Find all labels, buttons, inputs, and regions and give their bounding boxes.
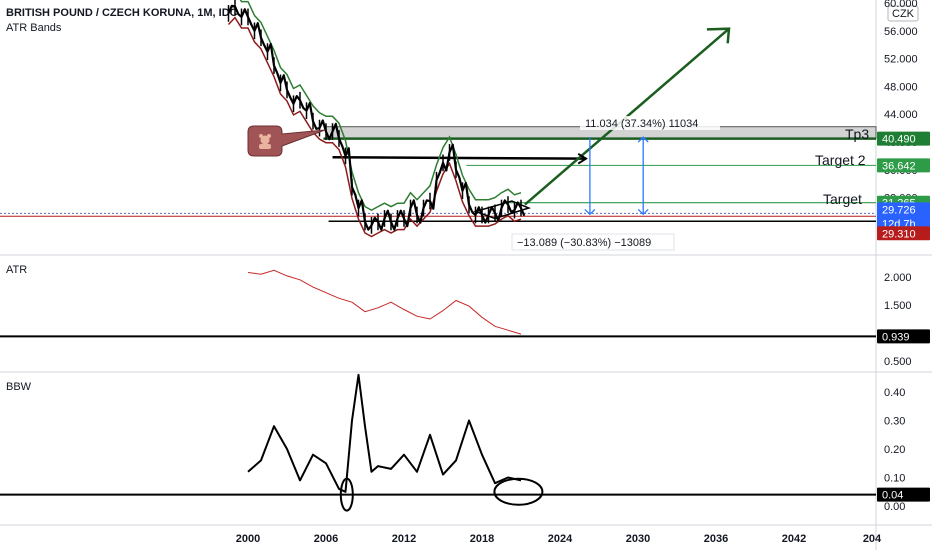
bbw-tick-label: 0.30 [884,416,905,428]
svg-text:−13.089 (−30.83%) −13089: −13.089 (−30.83%) −13089 [517,237,651,249]
target-label: Target [823,191,862,207]
price-axis[interactable]: 60.00056.00052.00048.00044.00040.00036.0… [884,0,918,205]
resistance-arrow-icon [577,152,588,165]
atr-tick-label: 0.500 [884,356,912,368]
callout-bubble[interactable] [247,125,326,157]
svg-text:36.642: 36.642 [882,160,916,172]
price-badge: 40.490 [877,131,930,146]
measure-down-label: −13.089 (−30.83%) −13089 [511,233,675,251]
arrow-down-icon [584,208,596,216]
svg-text:0.04: 0.04 [882,490,903,502]
svg-text:40.490: 40.490 [882,134,916,146]
indicator-atr-bands-label: ATR Bands [6,22,62,34]
target2-label: Target 2 [815,152,866,168]
measure-up-label: 11.034 (37.34%) 11034 [580,116,720,130]
time-tick-label: 2036 [704,533,728,545]
chart-title: BRITISH POUND / CZECH KORUNA, 1M, IDC [6,7,238,19]
atr-band-lower [227,16,522,238]
bbw-tick-label: 0.00 [884,501,905,513]
price-series [227,0,526,234]
resistance-line [332,156,587,160]
arrow-down-icon [637,208,649,216]
triangle-pattern[interactable] [473,200,532,220]
price-line [227,4,526,231]
bbw-series-line [247,373,522,493]
price-tick-label: 60.000 [884,0,918,10]
price-badge: 0.04 [877,487,930,502]
time-tick-label: 2012 [392,533,416,545]
atr-axis[interactable]: 2.000 1.500 0.500 [884,272,912,368]
time-axis[interactable]: 2000 2006 2012 2018 2024 2030 2036 2042 204 [236,533,882,545]
price-levels [0,137,876,222]
atr-line [0,269,876,338]
time-tick-label: 2000 [236,533,260,545]
svg-text:29.726: 29.726 [882,204,916,216]
atr-band-upper [239,0,522,211]
time-tick-label: 2030 [626,533,650,545]
bbw-tick-label: 0.40 [884,387,905,399]
price-badge: 0.939 [877,329,930,344]
bbw-axis[interactable]: 0.40 0.30 0.20 0.10 0.00 [884,387,905,513]
currency-badge[interactable]: CZK [887,5,919,22]
time-tick-label: 2018 [470,533,494,545]
arrow-up-icon [637,136,649,143]
bbw-squeeze-circle[interactable] [339,477,354,512]
price-tick-label: 48.000 [884,81,918,93]
atr-tick-label: 2.000 [884,272,912,284]
atr-series-line [247,269,522,335]
bbw-tick-label: 0.20 [884,444,905,456]
atr-bands [227,0,522,238]
bbw-line [0,373,876,512]
price-badge: 29.310 [877,226,930,241]
svg-text:11.034 (37.34%) 11034: 11.034 (37.34%) 11034 [585,118,698,130]
time-tick-label: 2024 [548,533,573,545]
arrow-head-icon [706,27,731,44]
time-tick-label: 2042 [782,533,806,545]
svg-text:CZK: CZK [892,8,915,20]
price-tick-label: 56.000 [884,26,918,38]
price-tick-label: 44.000 [884,109,918,121]
svg-text:0.939: 0.939 [882,331,910,343]
svg-text:29.310: 29.310 [882,228,916,240]
tp3-label: Tp3 [845,126,869,142]
atr-tick-label: 1.500 [884,300,912,312]
bbw-squeeze-circle[interactable] [493,477,544,506]
bbw-pane-title: BBW [6,381,32,393]
bbw-tick-label: 0.10 [884,473,905,485]
atr-pane-title: ATR [6,264,27,276]
time-tick-label: 2006 [314,533,338,545]
price-badge: 36.642 [877,158,930,173]
price-tick-label: 52.000 [884,54,918,66]
bear-icon [259,134,271,149]
time-tick-label: 204 [863,533,882,545]
